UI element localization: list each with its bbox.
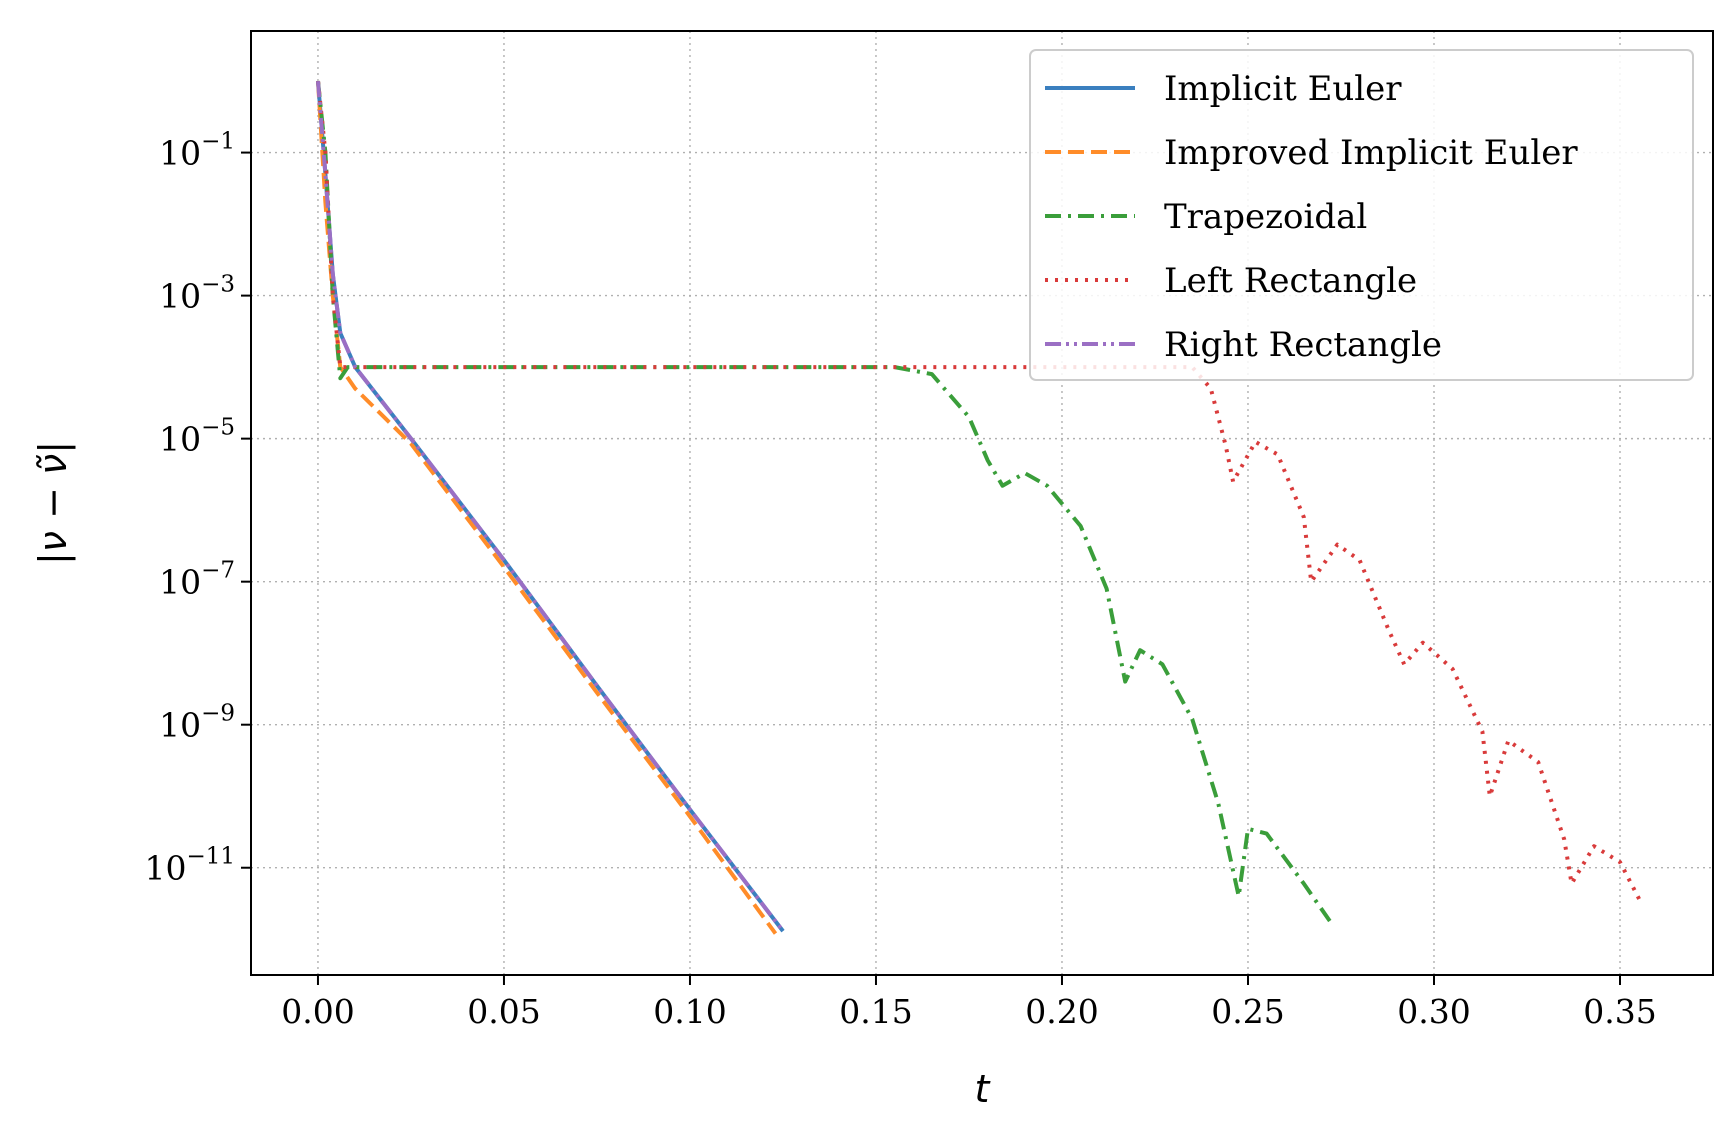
y-tick-label: 10−9	[159, 701, 235, 745]
x-tick-label: 0.00	[281, 992, 354, 1031]
x-tick-label: 0.30	[1397, 992, 1470, 1031]
legend-box	[1029, 49, 1694, 381]
x-tick-label: 0.10	[653, 992, 726, 1031]
series-line-2	[316, 80, 1332, 923]
y-tick-label: 10−7	[159, 558, 235, 602]
legend: Implicit Euler Improved Implicit Euler Tra…	[1029, 49, 1694, 381]
legend-entry-label: Trapezoidal	[1164, 197, 1367, 237]
legend-entry-label: Improved Implicit Euler	[1164, 133, 1578, 173]
plot-frame	[250, 30, 1714, 976]
y-axis-label: |ν − ν̃|	[31, 441, 76, 565]
series-line-0	[316, 80, 785, 933]
x-tick-label: 0.35	[1583, 992, 1656, 1031]
series-layer	[316, 80, 1645, 935]
x-tick-label: 0.05	[467, 992, 540, 1031]
y-tick-label: 10−5	[159, 415, 235, 459]
legend-entry-label: Implicit Euler	[1164, 69, 1402, 109]
legend-entry-label: Left Rectangle	[1164, 261, 1417, 301]
legend-entry-label: Right Rectangle	[1164, 325, 1442, 365]
series-line-4	[316, 80, 785, 933]
y-tick-label: 10−3	[159, 272, 235, 316]
x-tick-label: 0.25	[1211, 992, 1284, 1031]
ticks: 0.00 0.05 0.10 0.15 0.20 0.25 0.30 0.35 10−1 10−3…	[144, 129, 1656, 1031]
y-tick-label: 10−11	[144, 844, 235, 888]
series-line-3	[316, 80, 1645, 907]
series-line-1	[316, 80, 778, 935]
x-tick-label: 0.15	[839, 992, 912, 1031]
x-tick-label: 0.20	[1025, 992, 1098, 1031]
x-axis-label: t	[975, 1067, 992, 1111]
y-tick-label: 10−1	[159, 129, 235, 173]
